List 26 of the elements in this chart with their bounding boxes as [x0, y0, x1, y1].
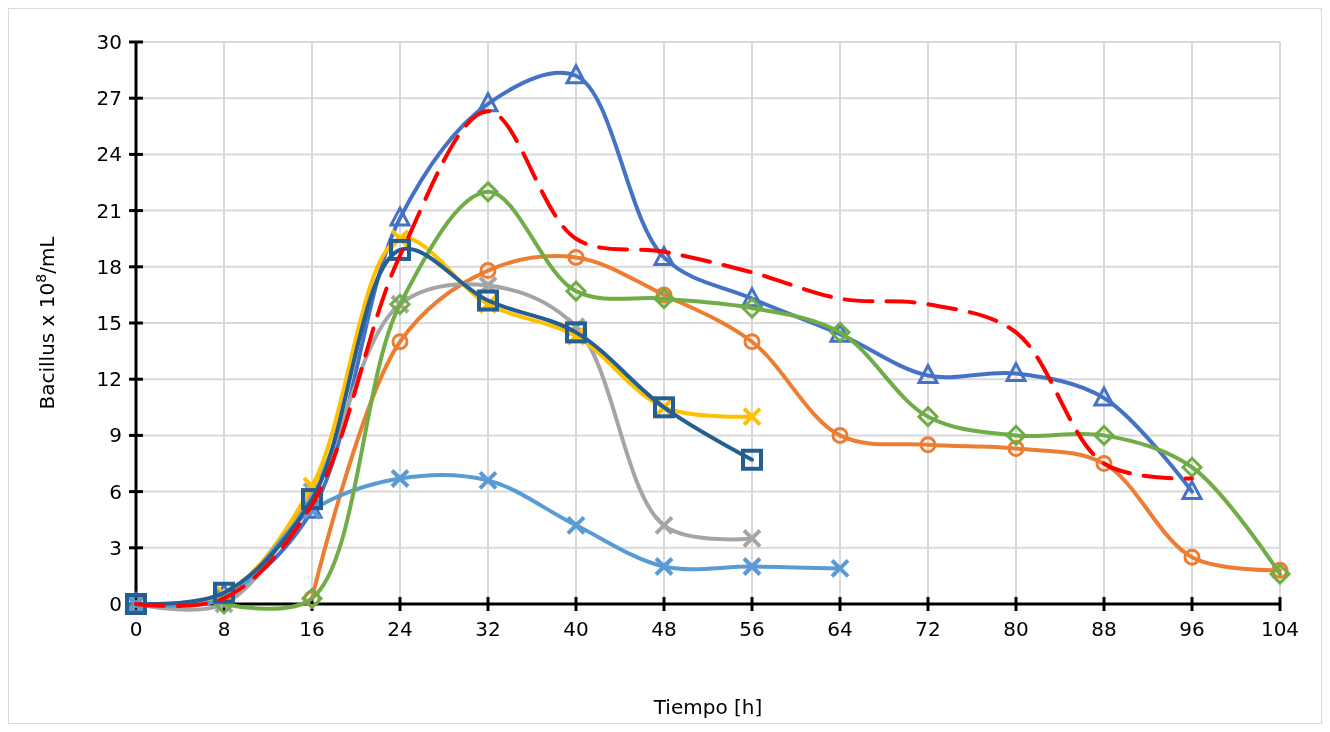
- x-tick-label: 32: [475, 617, 501, 641]
- y-tick-label: 27: [96, 86, 122, 111]
- y-tick-label: 18: [96, 254, 122, 279]
- y-tick-label: 21: [96, 198, 122, 223]
- x-tick-label: 72: [915, 617, 941, 641]
- x-tick-label: 0: [129, 617, 143, 641]
- y-tick-label: 30: [96, 30, 122, 54]
- x-tick-label: 16: [299, 617, 325, 641]
- x-tick-label: 64: [827, 617, 853, 641]
- x-tick-label: 104: [1260, 617, 1300, 641]
- x-tick-label: 88: [1091, 617, 1117, 641]
- y-tick-label: 6: [109, 479, 122, 504]
- y-tick-label: 15: [96, 311, 122, 335]
- x-tick-label: 8: [217, 617, 231, 641]
- x-axis-title: Tiempo [h]: [652, 695, 763, 719]
- x-tick-label: 56: [739, 617, 765, 641]
- y-tick-label: 3: [109, 535, 122, 560]
- x-tick-label: 48: [651, 617, 677, 641]
- x-tick-label: 40: [563, 617, 589, 641]
- y-tick-label: 12: [96, 367, 122, 392]
- y-tick-label: 0: [109, 592, 122, 616]
- x-tick-label: 80: [1003, 617, 1029, 641]
- y-tick-label: 24: [96, 142, 122, 167]
- x-tick-label: 24: [387, 617, 413, 641]
- y-tick-label: 9: [109, 423, 122, 448]
- x-tick-label: 96: [1179, 617, 1205, 641]
